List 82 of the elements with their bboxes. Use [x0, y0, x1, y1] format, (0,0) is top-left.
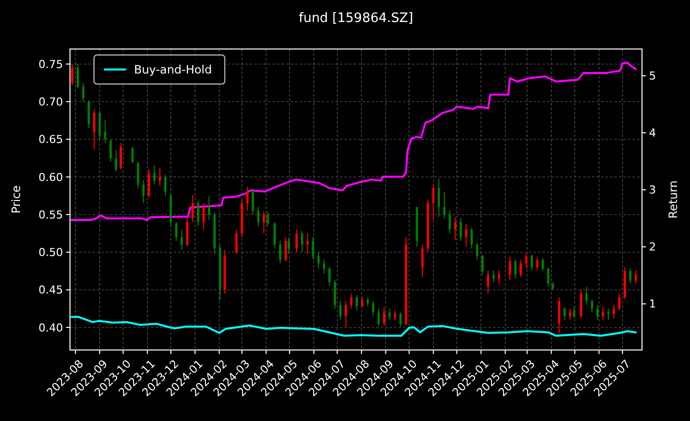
candlestick — [530, 254, 533, 271]
candlestick — [438, 178, 440, 218]
candlestick — [612, 304, 616, 319]
candlestick — [288, 236, 290, 254]
candlestick — [257, 206, 260, 228]
candlestick — [71, 64, 74, 86]
candlestick — [361, 296, 364, 308]
y-tick-label: 0.65 — [38, 133, 63, 146]
candlestick — [618, 293, 620, 311]
candlestick — [192, 194, 194, 223]
y2-axis-title: Return — [666, 180, 680, 219]
candlestick — [366, 296, 369, 307]
candlestick — [432, 183, 435, 220]
candlestick — [448, 210, 451, 234]
candlestick — [344, 300, 347, 328]
candlestick — [382, 306, 386, 326]
legend-label: Buy-and-Hold — [134, 62, 212, 77]
y2-tick-label: 5 — [649, 70, 656, 83]
y2-tick-label: 4 — [649, 126, 656, 140]
candlestick — [164, 174, 166, 196]
y2-tick-label: 2 — [649, 240, 656, 254]
candlestick — [82, 82, 84, 102]
candlestick — [274, 222, 276, 249]
candlestick — [295, 229, 298, 253]
candlestick — [563, 306, 566, 320]
candlestick — [328, 266, 331, 287]
candlestick — [98, 110, 101, 140]
candlestick — [93, 108, 96, 150]
candlestick — [568, 308, 572, 320]
chart-title: fund [159864.SZ] — [298, 11, 414, 26]
candlestick — [465, 223, 468, 248]
candlestick — [508, 256, 512, 281]
candlestick — [197, 200, 200, 226]
candlestick — [266, 211, 269, 228]
candlestick — [547, 266, 550, 288]
candlestick — [279, 240, 282, 264]
candlestick — [104, 119, 106, 144]
candlestick — [202, 202, 205, 230]
candlestick — [76, 64, 79, 89]
candlestick — [476, 242, 478, 260]
y-tick-label: 0.40 — [38, 321, 63, 334]
candlestick — [378, 308, 380, 328]
y-tick-label: 0.70 — [38, 96, 63, 109]
candlestick — [634, 270, 637, 284]
candlestick — [175, 222, 178, 242]
candlestick — [153, 165, 156, 185]
candlestick — [246, 186, 249, 212]
candlestick — [339, 300, 342, 320]
candlestick — [120, 142, 122, 170]
candlestick — [536, 256, 538, 271]
candlestick — [350, 293, 352, 310]
candlestick — [180, 229, 183, 250]
candlestick — [109, 138, 112, 162]
candlestick — [284, 236, 287, 262]
candlestick — [356, 294, 358, 311]
candlestick — [454, 216, 456, 241]
candlestick — [372, 300, 374, 317]
y-tick-label: 0.50 — [38, 246, 63, 260]
y2-tick-label: 3 — [649, 184, 656, 197]
candlestick — [525, 253, 528, 270]
candlestick — [262, 211, 265, 234]
y2-tick-label: 1 — [649, 298, 656, 311]
y-tick-label: 0.60 — [38, 170, 63, 184]
candlestick — [460, 218, 462, 242]
candlestick — [629, 268, 632, 284]
candlestick — [520, 259, 522, 278]
candlestick — [470, 228, 473, 249]
candlestick — [114, 149, 118, 172]
y-tick-label: 0.55 — [38, 208, 63, 222]
candlestick — [443, 191, 446, 219]
y-tick-label: 0.45 — [38, 284, 63, 297]
candlestick — [252, 188, 254, 216]
candlestick — [158, 167, 162, 186]
line-series — [70, 62, 637, 222]
line-series — [70, 316, 637, 337]
candlestick — [88, 100, 90, 129]
candlestick — [542, 258, 544, 272]
y-axis-title: Price — [9, 185, 23, 214]
y-tick-label: 0.75 — [38, 58, 63, 71]
candlestick — [558, 296, 560, 334]
candlestick — [186, 216, 188, 247]
candlestick — [514, 259, 517, 280]
